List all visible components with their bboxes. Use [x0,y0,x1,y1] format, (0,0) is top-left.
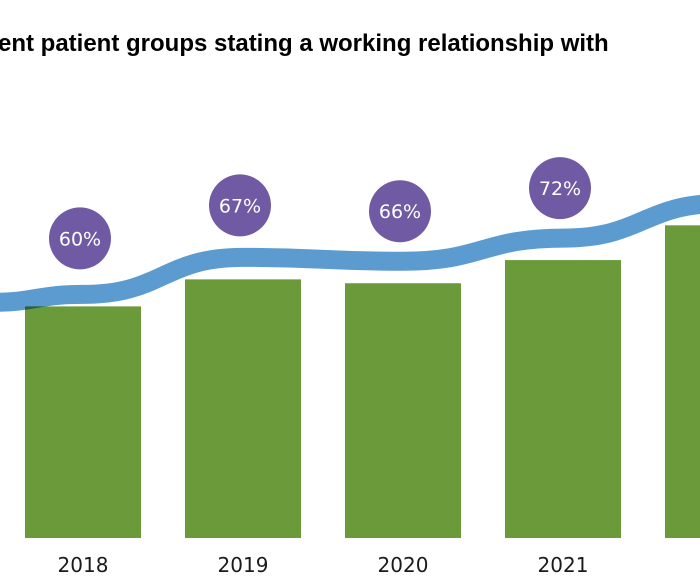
x-tick-2018: 2018 [58,553,109,577]
bar-2019 [185,279,301,538]
trend-line [0,195,700,312]
trend-line-layer [0,195,700,312]
bar-2020 [345,283,461,538]
data-label-2019: 67% [219,195,261,217]
data-label-badge-2021 [529,157,591,220]
data-labels: 60% 67% 66% 72% [49,157,591,270]
data-label-2021: 72% [539,178,581,200]
data-label-badge-2018 [49,207,111,270]
data-label-2018: 60% [59,228,101,250]
bar-2021 [505,260,621,538]
x-tick-2020: 2020 [378,553,429,577]
bar-2018 [25,306,141,538]
bars [25,225,700,538]
x-tick-2019: 2019 [218,553,269,577]
chart-title: ent patient groups stating a working rel… [0,30,609,57]
bar-2 [665,225,700,538]
x-axis-ticks: 20182019202020212 [58,553,589,577]
data-label-badge-2020 [369,180,431,243]
data-label-2020: 66% [379,201,421,223]
data-label-badge-2019 [209,174,271,237]
x-tick-2021: 2021 [538,553,589,577]
